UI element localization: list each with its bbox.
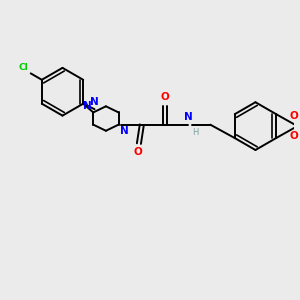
Text: H: H <box>192 128 199 137</box>
Text: O: O <box>161 92 170 102</box>
Text: N: N <box>184 112 193 122</box>
Text: O: O <box>289 131 298 142</box>
Text: N: N <box>120 126 129 136</box>
Text: O: O <box>289 111 298 121</box>
Text: O: O <box>133 147 142 158</box>
Text: N: N <box>90 97 99 107</box>
Text: Cl: Cl <box>19 63 28 72</box>
Text: N: N <box>83 101 92 111</box>
